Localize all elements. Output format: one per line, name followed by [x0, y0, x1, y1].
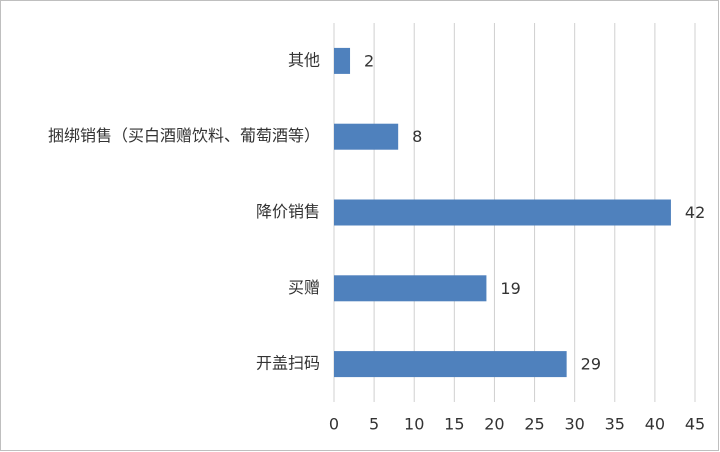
x-tick-label: 40	[645, 415, 665, 434]
y-tick-label: 降价销售	[256, 202, 320, 221]
x-tick-label: 45	[685, 415, 705, 434]
x-tick-label: 5	[369, 415, 379, 434]
x-tick-label: 15	[444, 415, 464, 434]
x-tick-label: 35	[605, 415, 625, 434]
data-label: 19	[500, 279, 520, 298]
x-tick-label: 25	[524, 415, 544, 434]
y-tick-label: 其他	[288, 50, 320, 69]
y-tick-label: 捆绑销售（买白酒赠饮料、葡萄酒等）	[48, 126, 320, 145]
x-tick-label: 10	[404, 415, 424, 434]
bar	[334, 199, 671, 226]
bar	[334, 123, 399, 150]
bar	[334, 275, 487, 302]
data-label: 2	[364, 51, 374, 70]
x-tick-label: 30	[564, 415, 584, 434]
data-label: 29	[581, 355, 601, 374]
bar	[334, 47, 351, 74]
x-tick-label: 20	[484, 415, 504, 434]
y-tick-label: 买赠	[288, 278, 320, 297]
x-tick-label: 0	[329, 415, 339, 434]
data-label: 8	[412, 127, 422, 146]
bar	[334, 351, 567, 378]
data-label: 42	[685, 203, 705, 222]
y-tick-label: 开盖扫码	[256, 354, 320, 373]
